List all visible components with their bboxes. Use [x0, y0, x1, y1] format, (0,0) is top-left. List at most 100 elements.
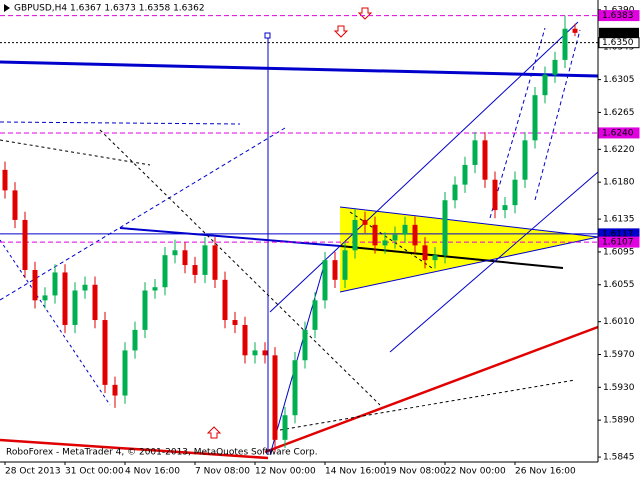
level-label: 1.6350 [602, 38, 634, 48]
candle-body [272, 355, 278, 440]
candle-body [142, 290, 148, 330]
x-tick-label: 26 Nov 16:00 [515, 467, 576, 477]
candle-body [282, 415, 288, 440]
drawings [0, 7, 599, 460]
candle-body [382, 240, 388, 246]
candle-body [322, 260, 328, 301]
candle-body [302, 329, 308, 361]
level-label-box [598, 236, 640, 248]
level-label: 1.6117 [602, 229, 634, 239]
y-tick-label: 1.6010 [603, 317, 635, 327]
wave-line [269, 261, 326, 456]
dashed-line [534, 29, 581, 201]
candle-body [22, 219, 28, 270]
candle-body [392, 234, 398, 241]
candle-body [342, 250, 348, 280]
candle-body [442, 200, 448, 256]
candle-body [312, 300, 318, 330]
candle-body [82, 284, 88, 291]
level-label: 1.6240 [602, 128, 634, 138]
candle-body [112, 384, 118, 396]
current-price-label: 1.6362 [602, 28, 634, 38]
y-tick-label: 1.6135 [603, 215, 635, 225]
level-label-box [598, 127, 640, 139]
candle-body [522, 140, 528, 180]
trend-line [0, 60, 599, 78]
x-tick-label: 7 Nov 08:00 [195, 467, 250, 477]
level-label: 1.6383 [602, 11, 634, 21]
candle-body [42, 295, 48, 301]
candle-body [2, 169, 8, 191]
footer: RoboForex - MetaTrader 4, © 2001-2013, M… [6, 448, 318, 458]
candle-body [32, 269, 38, 301]
x-tick-label: 22 Nov 00:00 [445, 467, 506, 477]
y-tick-label: 1.5930 [603, 383, 635, 393]
y-tick-label: 1.5890 [603, 416, 635, 426]
trend-line [339, 236, 599, 293]
candle-body [402, 224, 408, 235]
candle-body [372, 224, 378, 246]
current-price-box [599, 27, 639, 38]
x-tick-label: 12 Nov 00:00 [255, 467, 316, 477]
y-tick-label: 1.5970 [603, 350, 635, 360]
candle-body [92, 284, 98, 321]
candle-body [472, 140, 478, 165]
candle-body [572, 28, 578, 33]
candle-body [482, 140, 488, 180]
candle-body [352, 219, 358, 251]
dashed-line [99, 129, 381, 406]
dashed-line [0, 121, 241, 125]
candle-body [462, 164, 468, 185]
y-tick-label: 1.6305 [603, 75, 635, 85]
dashed-line [279, 379, 576, 431]
candle-body [222, 279, 228, 321]
candle-body [452, 184, 458, 201]
level-label-box [598, 10, 640, 22]
channel-line [269, 21, 579, 313]
y-tick-label: 1.5845 [603, 453, 635, 463]
candle-body [492, 179, 498, 211]
y-tick-label: 1.6180 [603, 178, 635, 188]
y-tick-label: 1.6095 [603, 247, 635, 257]
candle-body [152, 287, 158, 291]
x-tick-label: 28 Oct 2013 [5, 467, 61, 477]
candle-body [252, 350, 258, 356]
candle-body [292, 360, 298, 416]
candle-body [182, 250, 188, 266]
level-label: 1.6107 [602, 238, 634, 248]
down-arrow [357, 7, 373, 20]
candle-body [62, 272, 68, 325]
trend-line [339, 206, 599, 238]
candle-body [332, 260, 338, 280]
candle-body [172, 250, 178, 256]
up-arrow [206, 426, 222, 439]
channel-line [389, 171, 599, 353]
candle-body [262, 350, 268, 356]
chart-title: GBPUSD,H4 1.6367 1.6373 1.6358 1.6362 [14, 4, 205, 14]
candle-body [192, 265, 198, 275]
candle-body [362, 219, 368, 225]
candle-body [542, 74, 548, 96]
dashed-line [489, 27, 546, 219]
dashed-line [0, 139, 151, 166]
candle-body [162, 255, 168, 288]
x-tick-label: 14 Nov 16:00 [325, 467, 386, 477]
candle-body [552, 59, 558, 75]
candle-body [562, 28, 568, 60]
candle-body [432, 255, 438, 261]
candle-body [512, 179, 518, 206]
x-tick-label: 4 Nov 16:00 [125, 467, 180, 477]
candle-body [72, 290, 78, 325]
candle-body [422, 245, 428, 261]
candle-body [132, 329, 138, 351]
candle-body [122, 350, 128, 396]
y-tick-label: 1.6265 [603, 108, 635, 118]
trend-line [119, 227, 341, 247]
candle-body [242, 324, 248, 356]
candle-body [52, 272, 58, 296]
dashed-line [0, 127, 286, 301]
dashed-line [349, 211, 433, 269]
candle-body [202, 245, 208, 275]
